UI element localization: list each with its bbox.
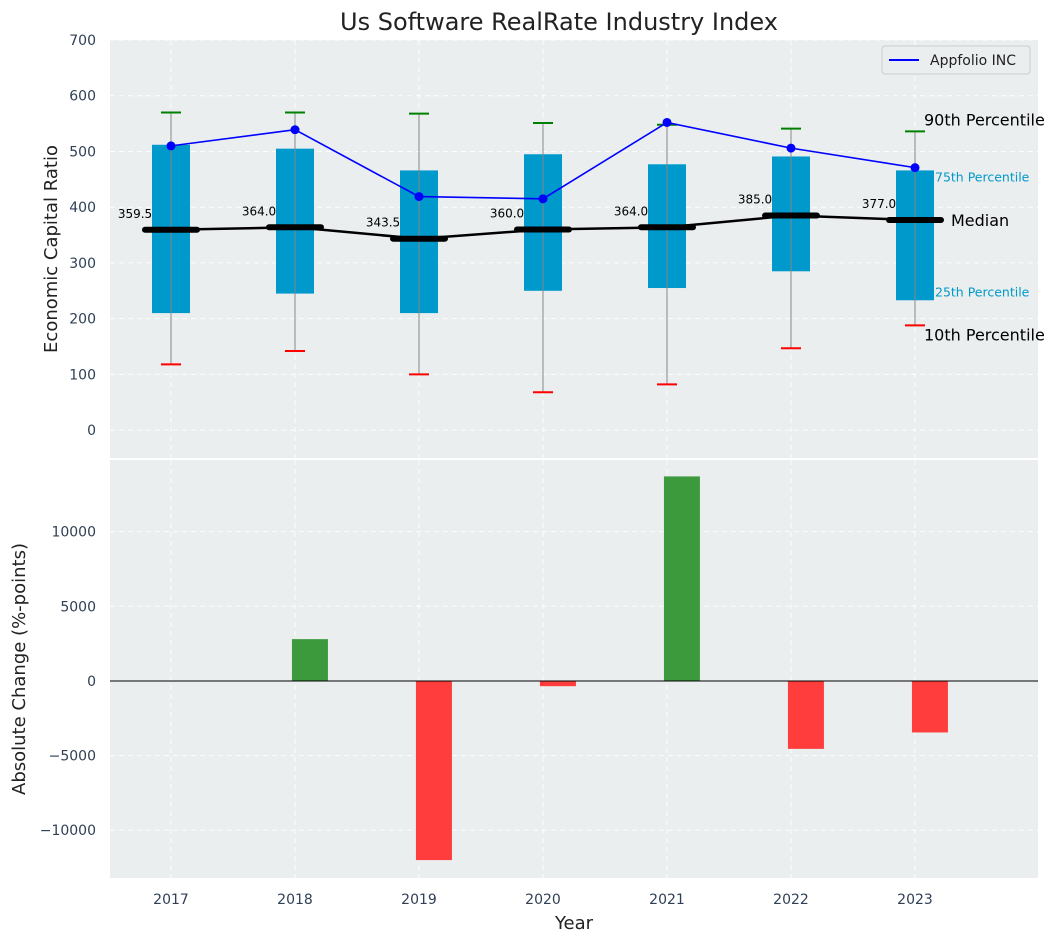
- bottom-y-ticks: −10000 −5000 0 5000 10000: [40, 525, 96, 840]
- top-y-tick-label: 0: [87, 423, 96, 439]
- median-value-label: 360.0: [490, 206, 524, 220]
- legend-frame: [881, 45, 1031, 75]
- top-y-tick-label: 200: [69, 312, 96, 328]
- median-value-label: 364.0: [614, 204, 648, 218]
- top-panel-background: [110, 40, 1038, 458]
- series-point-appfolio: [786, 143, 796, 153]
- bottom-y-axis-label: Absolute Change (%-points): [9, 543, 30, 795]
- chart-title: Us Software RealRate Industry Index: [340, 8, 778, 36]
- median-value-label: 377.0: [862, 197, 896, 211]
- annotation-75th: 75th Percentile: [935, 169, 1030, 184]
- median-value-label: 364.0: [242, 204, 276, 218]
- change-bar: [291, 639, 328, 681]
- change-bar: [415, 680, 452, 861]
- percentile-annotations: 90th Percentile 75th Percentile Median 25th…: [924, 110, 1045, 344]
- legend-label-appfolio: Appfolio INC: [930, 53, 1016, 69]
- annotation-10th: 10th Percentile: [924, 325, 1045, 344]
- median-value-label: 343.5: [366, 216, 400, 230]
- bottom-panel-background: [110, 460, 1038, 878]
- top-y-tick-label: 700: [69, 33, 96, 49]
- change-bar: [663, 476, 700, 681]
- top-y-tick-label: 100: [69, 367, 96, 383]
- change-bar: [911, 680, 948, 733]
- x-tick-label: 2022: [773, 892, 809, 908]
- median-value-label: 385.0: [738, 193, 772, 207]
- annotation-90th: 90th Percentile: [924, 110, 1045, 129]
- x-tick-label: 2021: [649, 892, 685, 908]
- bottom-y-tick-label: −10000: [40, 823, 96, 839]
- series-group: [166, 117, 920, 204]
- series-point-appfolio: [662, 117, 672, 127]
- x-tick-label: 2019: [401, 892, 437, 908]
- median-value-label: 359.5: [118, 207, 152, 221]
- annotation-median: Median: [951, 211, 1009, 230]
- top-y-tick-label: 400: [69, 200, 96, 216]
- x-tick-label: 2023: [897, 892, 933, 908]
- annotation-25th: 25th Percentile: [935, 284, 1030, 299]
- top-y-ticks: 0 100 200 300 400 500 600 700: [69, 33, 96, 439]
- top-y-tick-label: 600: [69, 89, 96, 105]
- series-point-appfolio: [166, 141, 176, 151]
- legend: Appfolio INC: [881, 45, 1031, 75]
- series-point-appfolio: [414, 192, 424, 202]
- bottom-y-tick-label: 0: [87, 674, 96, 690]
- x-tick-label: 2018: [277, 892, 313, 908]
- top-y-axis-label: Economic Capital Ratio: [41, 145, 62, 353]
- series-point-appfolio: [538, 194, 548, 204]
- series-point-appfolio: [910, 163, 920, 173]
- change-bar: [787, 680, 824, 749]
- change-bars: [110, 476, 1038, 861]
- top-y-tick-label: 300: [69, 256, 96, 272]
- top-y-tick-label: 500: [69, 144, 96, 160]
- change-bar: [539, 680, 576, 687]
- median-line-group: 359.5 364.0 343.5 360.0 364.0 385.0 377.0: [118, 193, 944, 242]
- series-point-appfolio: [290, 125, 300, 135]
- bottom-y-tick-label: −5000: [49, 749, 96, 765]
- x-ticks: 2017 2018 2019 2020 2021 2022 2023: [153, 892, 933, 908]
- x-tick-label: 2017: [153, 892, 189, 908]
- bottom-y-tick-label: 10000: [51, 525, 96, 541]
- x-tick-label: 2020: [525, 892, 561, 908]
- x-axis-label: Year: [554, 913, 594, 934]
- bottom-y-tick-label: 5000: [60, 599, 96, 615]
